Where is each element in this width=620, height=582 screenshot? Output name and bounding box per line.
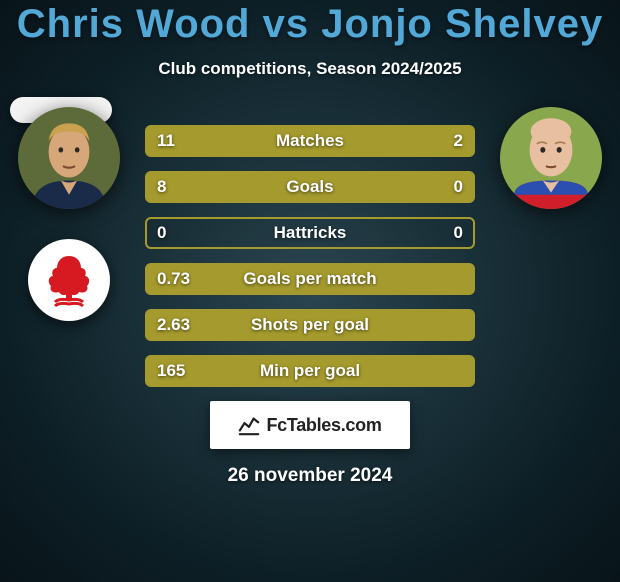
stat-label: Shots per goal [251, 315, 369, 335]
main-content: 11 Matches 2 8 Goals 0 0 Hattricks 0 0.73 Goals pe… [10, 97, 610, 387]
stat-label: Matches [276, 131, 344, 151]
stat-label: Goals per match [243, 269, 376, 289]
page-title: Chris Wood vs Jonjo Shelvey [10, 2, 610, 47]
stat-row: 2.63 Shots per goal [145, 309, 475, 341]
stat-value-left: 8 [147, 173, 176, 201]
fctables-logo-icon [238, 414, 260, 436]
player-left-avatar [18, 107, 120, 209]
stat-value-left: 2.63 [147, 311, 200, 339]
stat-row: 165 Min per goal [145, 355, 475, 387]
player-left-club-badge [28, 239, 110, 321]
stat-value-left: 0.73 [147, 265, 200, 293]
forest-badge-icon [39, 250, 99, 310]
stat-row: 0.73 Goals per match [145, 263, 475, 295]
stat-label: Hattricks [274, 223, 347, 243]
stat-label: Min per goal [260, 361, 360, 381]
player-right-avatar-svg [500, 107, 602, 209]
stat-value-right [453, 357, 473, 385]
comparison-card: Chris Wood vs Jonjo Shelvey Club competi… [0, 2, 620, 582]
stat-value-right [453, 265, 473, 293]
stat-row: 0 Hattricks 0 [145, 217, 475, 249]
stat-value-right [453, 311, 473, 339]
stat-value-right: 2 [444, 127, 473, 155]
stats-panel: 11 Matches 2 8 Goals 0 0 Hattricks 0 0.73 Goals pe… [145, 123, 475, 387]
stat-row: 11 Matches 2 [145, 125, 475, 157]
stat-value-left: 11 [147, 127, 185, 155]
player-left-avatar-svg [18, 107, 120, 209]
stat-value-right: 0 [444, 219, 473, 247]
stat-value-left: 0 [147, 219, 176, 247]
player-right-avatar [500, 107, 602, 209]
stat-row: 8 Goals 0 [145, 171, 475, 203]
branding-text: FcTables.com [266, 415, 381, 436]
branding-badge: FcTables.com [210, 401, 410, 449]
stat-value-right: 0 [444, 173, 473, 201]
stat-value-left: 165 [147, 357, 195, 385]
stat-label: Goals [286, 177, 333, 197]
comparison-date: 26 november 2024 [10, 465, 610, 487]
subtitle: Club competitions, Season 2024/2025 [10, 59, 610, 79]
